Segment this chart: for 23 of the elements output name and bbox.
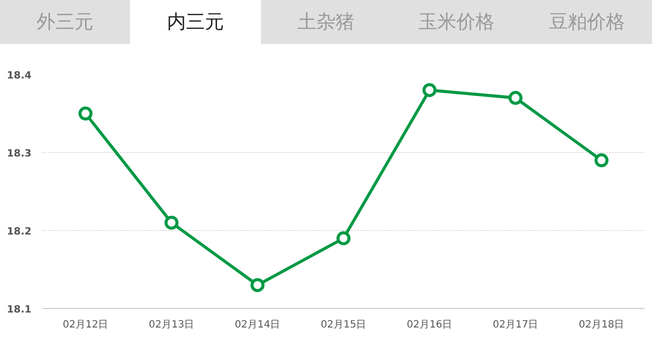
- x-tick-label: 02月17日: [492, 320, 538, 330]
- y-tick-label: 18.4: [6, 70, 32, 82]
- text: 玉米价格: [391, 0, 522, 44]
- x-tick-label: 02月12日: [62, 320, 108, 330]
- point: [78, 106, 92, 120]
- x-tick-label: 02月14日: [234, 320, 280, 330]
- point: [422, 83, 436, 98]
- x-tick-label: 02月18日: [578, 320, 624, 330]
- text: 外三元: [0, 0, 130, 44]
- text: 土杂猪: [260, 0, 392, 44]
- point: [594, 153, 608, 168]
- point: [508, 90, 522, 105]
- x-tick-label: 02月16日: [406, 320, 452, 330]
- point: [250, 278, 264, 292]
- x-tick-label: 02月15日: [320, 320, 366, 330]
- y-tick-label: 18.1: [6, 304, 32, 316]
- text: 内三元: [130, 0, 261, 44]
- x-tick-label: 02月13日: [148, 320, 194, 330]
- y-tick-label: 18.3: [6, 148, 32, 160]
- y-tick-label: 18.2: [6, 226, 32, 238]
- point: [336, 231, 350, 246]
- point: [164, 216, 178, 230]
- text: 豆粕价格: [522, 0, 652, 44]
